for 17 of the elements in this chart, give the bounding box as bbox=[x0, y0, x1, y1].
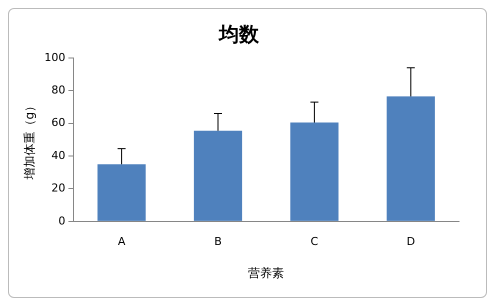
bar bbox=[97, 164, 146, 221]
x-axis-title: 营养素 bbox=[248, 266, 284, 280]
x-tick-label: D bbox=[406, 234, 416, 248]
chart-title: 均数 bbox=[218, 22, 260, 46]
x-tick-label: B bbox=[214, 234, 222, 248]
y-tick-label: 60 bbox=[51, 116, 66, 130]
y-tick-label: 20 bbox=[51, 182, 66, 195]
y-tick-label: 80 bbox=[51, 84, 66, 97]
y-tick-label: 100 bbox=[44, 50, 66, 64]
bar bbox=[386, 96, 435, 221]
bar bbox=[290, 122, 338, 221]
y-tick-label: 0 bbox=[58, 214, 66, 228]
y-tick-label: 40 bbox=[51, 148, 66, 162]
x-tick-label: C bbox=[310, 234, 319, 248]
bar bbox=[194, 130, 242, 221]
y-axis-title: 增加体重（g） bbox=[22, 100, 36, 181]
x-tick-label: A bbox=[118, 234, 126, 248]
